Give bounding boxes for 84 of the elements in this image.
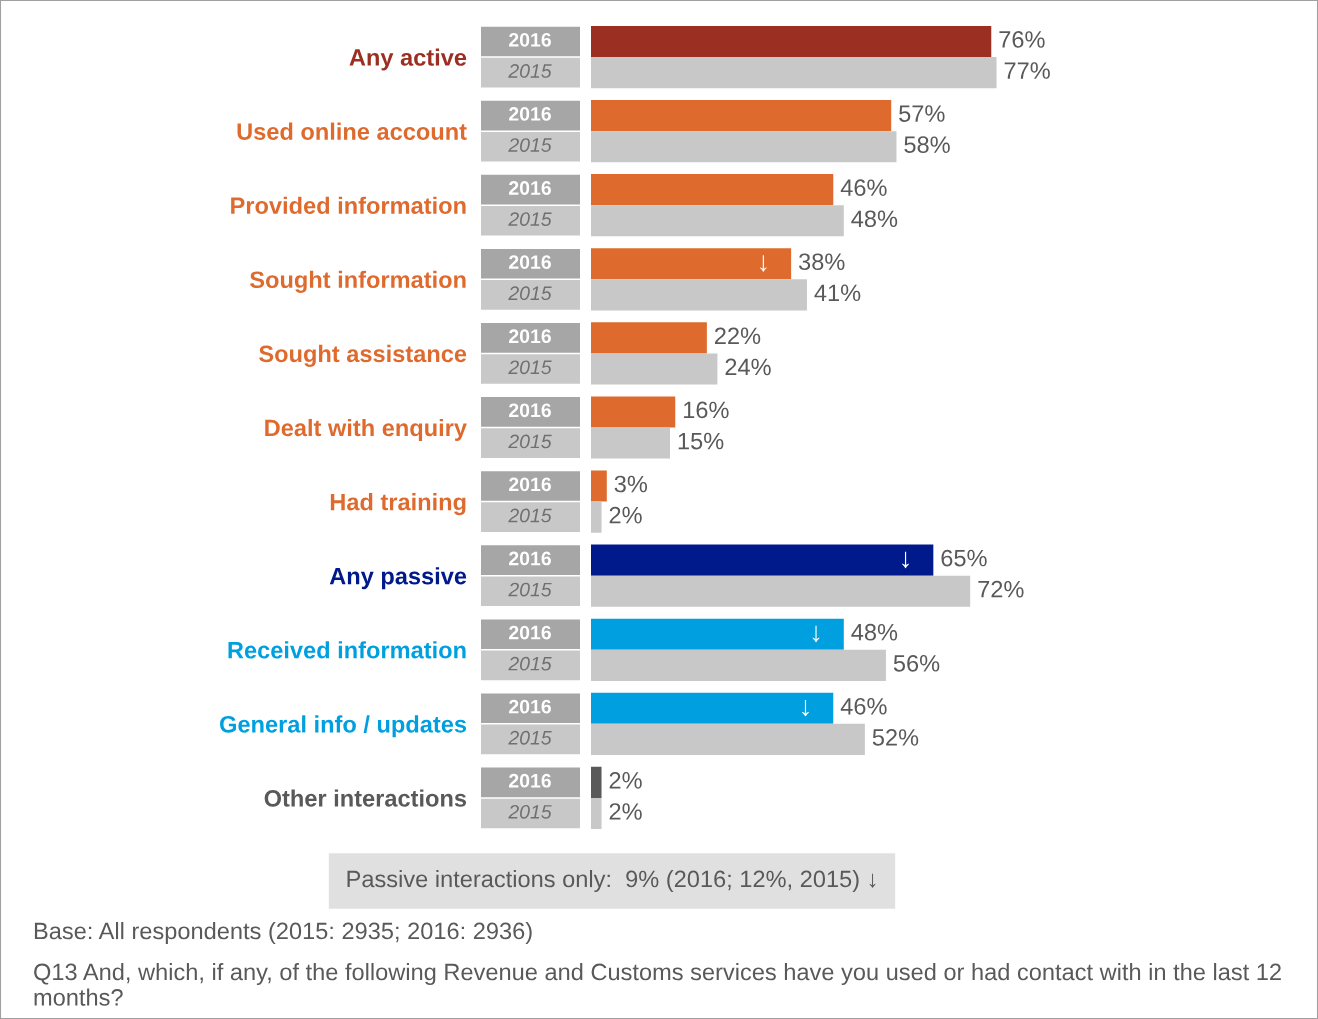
annotation: ↓ [760, 255, 767, 272]
bar [591, 470, 607, 502]
bar [591, 649, 886, 681]
bar [591, 248, 792, 280]
data-label: 46% [840, 179, 887, 197]
bar [591, 501, 602, 533]
y-tick-label: Sought assistance [259, 344, 467, 367]
text: 2016 [509, 477, 551, 492]
y-tick-label: Sought information [249, 270, 466, 293]
data-label: 46% [840, 697, 887, 715]
text: 2015 [508, 360, 552, 375]
bar [591, 723, 865, 755]
data-label: 3% [614, 475, 648, 493]
text: Passive interactions only: 9% (2016; 12%, 2015) ↓ [347, 869, 876, 893]
text: 2015 [508, 804, 552, 819]
text: 2015 [508, 138, 552, 152]
data-label: 48% [851, 210, 898, 228]
text: 2016 [509, 551, 551, 566]
text: 2016 [509, 329, 551, 344]
data-label: 76% [999, 31, 1045, 48]
data-label: 77% [1004, 62, 1050, 79]
text: 2016 [509, 625, 551, 640]
text: 2015 [508, 212, 552, 227]
text: 2016 [509, 255, 551, 269]
data-label: 24% [725, 358, 771, 376]
bar [591, 618, 844, 650]
y-tick-label: Used online account [237, 122, 467, 140]
bar [591, 57, 997, 89]
text: 2016 [509, 773, 551, 788]
data-label: 65% [941, 549, 987, 567]
data-label: 48% [851, 623, 898, 641]
text: 2015 [508, 508, 552, 523]
y-tick-label: Other interactions [264, 789, 467, 807]
annotation: ↓ [802, 699, 809, 717]
bar [591, 396, 676, 428]
text: 2015 [508, 64, 552, 78]
text: 2015 [508, 656, 552, 671]
data-label: 57% [899, 105, 945, 122]
data-label: 52% [872, 729, 919, 746]
bar [591, 131, 897, 163]
y-tick-label: Provided information [231, 196, 466, 215]
bar [591, 766, 602, 798]
text: Base: All respondents (2015: 2935; 2016: 2936) [34, 921, 532, 945]
text: 2015 [508, 730, 552, 745]
text: Q13 And, which, if any, of the following Revenue and Customs services have you used or had contact with in the last 12 months? [34, 963, 1281, 1006]
text: 2016 [509, 403, 551, 418]
text: 2016 [509, 699, 551, 714]
bar [591, 25, 992, 58]
data-label: 15% [678, 432, 724, 450]
bar [591, 205, 844, 237]
bar [591, 797, 602, 830]
text: 2015 [508, 582, 552, 597]
text: 2016 [509, 32, 551, 47]
data-label: 2% [609, 506, 642, 524]
data-label: 16% [684, 401, 729, 419]
data-label: 56% [893, 654, 940, 672]
y-tick-label: Any active [349, 48, 467, 71]
text: 2015 [508, 434, 552, 449]
text: 2015 [508, 286, 552, 301]
bar [591, 279, 807, 311]
bar [591, 692, 834, 724]
data-label: 58% [904, 136, 950, 154]
bar [591, 100, 892, 132]
bar [591, 544, 934, 576]
y-tick-label: Had training [330, 493, 466, 516]
text: 2016 [509, 181, 551, 195]
bar [591, 353, 718, 385]
y-tick-label: Dealt with enquiry [265, 418, 467, 441]
data-label: 38% [798, 253, 845, 271]
text: 2016 [509, 107, 551, 121]
data-label: 2% [609, 803, 642, 820]
bar [591, 427, 670, 459]
y-tick-label: Any passive [329, 567, 467, 590]
annotation: ↓ [902, 551, 909, 569]
y-tick-label: General info / updates [220, 715, 467, 738]
bar [591, 322, 707, 354]
bar [591, 575, 971, 607]
bar [591, 174, 834, 206]
y-tick-label: Received information [228, 641, 466, 659]
data-label: 72% [978, 580, 1024, 598]
data-label: 22% [715, 327, 761, 345]
data-label: 41% [814, 284, 861, 302]
annotation: ↓ [812, 625, 820, 643]
data-label: 2% [609, 772, 642, 789]
